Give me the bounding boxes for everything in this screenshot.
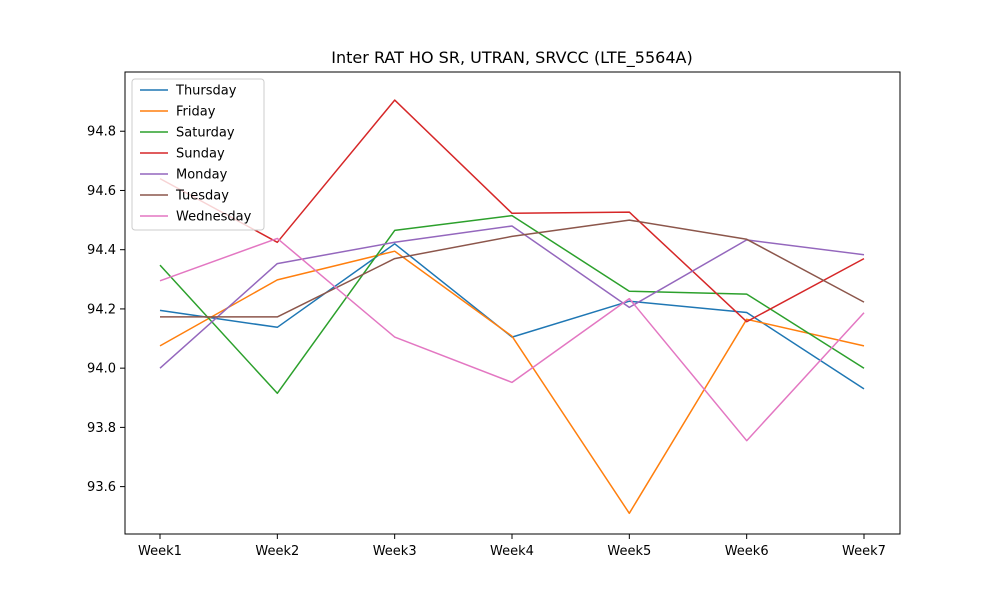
x-tick-label: Week7 <box>842 544 886 559</box>
y-tick-label: 94.6 <box>87 184 116 199</box>
legend-label-sunday: Sunday <box>176 147 225 162</box>
y-tick-label: 94.8 <box>87 125 116 140</box>
y-tick-label: 94.0 <box>87 362 116 377</box>
chart-title: Inter RAT HO SR, UTRAN, SRVCC (LTE_5564A… <box>331 48 692 68</box>
x-tick-label: Week6 <box>725 544 769 559</box>
series-line-tuesday <box>160 219 865 318</box>
series-line-saturday <box>159 214 865 395</box>
y-tick-label: 93.8 <box>87 421 116 436</box>
legend-label-monday: Monday <box>176 168 228 183</box>
legend-box <box>131 78 265 231</box>
x-tick-label: Week2 <box>255 544 299 559</box>
y-axis: 93.6 93.8 94.0 94.2 94.4 94.6 94.8 <box>87 125 125 495</box>
y-tick-label: 94.2 <box>87 302 116 317</box>
series-line-sunday <box>159 99 865 323</box>
y-tick-label: 93.6 <box>87 480 116 495</box>
x-tick-label: Week4 <box>490 544 534 559</box>
y-tick-label: 94.4 <box>87 243 116 258</box>
series-line-monday <box>159 225 865 369</box>
x-tick-label: Week5 <box>607 544 651 559</box>
legend-label-tuesday: Tuesday <box>175 189 229 204</box>
series-line-friday <box>159 250 865 515</box>
legend-label-wednesday: Wednesday <box>176 210 252 225</box>
series-line-wednesday <box>159 237 865 442</box>
legend-label-friday: Friday <box>176 105 216 120</box>
x-axis: Week1 Week2 Week3 Week4 Week5 Week6 Week7 <box>138 534 886 559</box>
x-tick-label: Week1 <box>138 544 182 559</box>
x-tick-label: Week3 <box>373 544 417 559</box>
legend-label-saturday: Saturday <box>176 126 235 141</box>
legend-label-thursday: Thursday <box>175 84 237 99</box>
legend: Thursday Friday Saturday Sunday Monday Tuesda… <box>131 78 265 231</box>
series-lines <box>159 99 865 515</box>
